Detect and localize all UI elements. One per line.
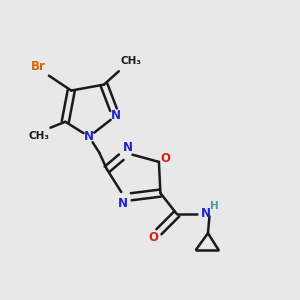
Text: N: N <box>111 109 121 122</box>
Text: N: N <box>118 197 128 210</box>
Text: N: N <box>123 140 133 154</box>
Text: H: H <box>210 202 219 212</box>
Text: CH₃: CH₃ <box>120 56 141 66</box>
Text: N: N <box>84 130 94 143</box>
Text: Br: Br <box>31 60 46 73</box>
Text: CH₃: CH₃ <box>28 131 49 141</box>
Text: O: O <box>160 152 170 165</box>
Text: O: O <box>148 231 158 244</box>
Text: N: N <box>201 207 211 220</box>
